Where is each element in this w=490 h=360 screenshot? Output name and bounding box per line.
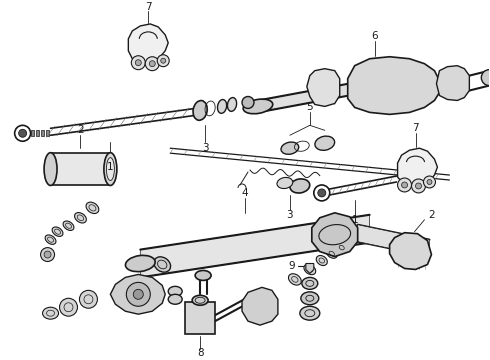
- Polygon shape: [348, 57, 440, 114]
- Polygon shape: [306, 264, 314, 274]
- Circle shape: [149, 61, 155, 67]
- Polygon shape: [258, 69, 429, 112]
- Ellipse shape: [104, 153, 117, 185]
- Circle shape: [318, 189, 326, 197]
- Text: 5: 5: [307, 103, 313, 112]
- Polygon shape: [242, 287, 278, 325]
- Ellipse shape: [154, 257, 171, 272]
- Text: 6: 6: [371, 31, 378, 41]
- Circle shape: [423, 176, 436, 188]
- Circle shape: [401, 182, 408, 188]
- Circle shape: [481, 70, 490, 86]
- Ellipse shape: [45, 235, 56, 244]
- Circle shape: [41, 248, 54, 261]
- Ellipse shape: [300, 306, 320, 320]
- Circle shape: [145, 57, 159, 71]
- Polygon shape: [30, 130, 34, 136]
- Text: 2: 2: [77, 125, 84, 135]
- Ellipse shape: [192, 295, 208, 305]
- Ellipse shape: [193, 100, 207, 120]
- Ellipse shape: [218, 100, 227, 113]
- Text: 3: 3: [287, 210, 293, 220]
- Circle shape: [242, 96, 254, 108]
- Ellipse shape: [43, 307, 58, 319]
- Polygon shape: [128, 24, 168, 63]
- Text: 3: 3: [202, 143, 208, 153]
- Ellipse shape: [44, 153, 57, 185]
- Ellipse shape: [125, 255, 155, 272]
- Ellipse shape: [277, 177, 293, 189]
- Circle shape: [44, 251, 51, 258]
- Ellipse shape: [86, 202, 99, 213]
- Ellipse shape: [74, 212, 86, 223]
- Ellipse shape: [337, 243, 347, 252]
- Polygon shape: [358, 225, 429, 257]
- Circle shape: [161, 58, 166, 63]
- Polygon shape: [437, 66, 469, 100]
- Circle shape: [15, 125, 30, 141]
- Ellipse shape: [63, 221, 74, 230]
- Polygon shape: [307, 69, 340, 107]
- Text: 1: 1: [351, 215, 358, 225]
- Polygon shape: [140, 215, 369, 278]
- Ellipse shape: [195, 270, 211, 280]
- Text: 2: 2: [428, 210, 435, 220]
- Ellipse shape: [281, 142, 299, 154]
- Polygon shape: [50, 153, 110, 185]
- Ellipse shape: [52, 227, 63, 237]
- Circle shape: [416, 183, 421, 189]
- Polygon shape: [110, 274, 165, 314]
- Polygon shape: [185, 302, 215, 334]
- Circle shape: [59, 298, 77, 316]
- Text: 1: 1: [107, 162, 114, 172]
- Circle shape: [133, 289, 143, 299]
- Text: 7: 7: [412, 123, 419, 133]
- Circle shape: [131, 56, 145, 70]
- Ellipse shape: [289, 274, 301, 285]
- Ellipse shape: [302, 278, 318, 289]
- Ellipse shape: [243, 99, 273, 114]
- Circle shape: [135, 60, 141, 66]
- Ellipse shape: [316, 256, 327, 266]
- Text: 9: 9: [289, 261, 295, 271]
- Circle shape: [157, 55, 169, 67]
- Circle shape: [126, 282, 150, 306]
- Polygon shape: [41, 130, 44, 136]
- Polygon shape: [46, 130, 49, 136]
- Polygon shape: [390, 233, 432, 270]
- Circle shape: [427, 180, 432, 184]
- Circle shape: [397, 178, 412, 192]
- Text: 7: 7: [145, 2, 151, 12]
- Polygon shape: [397, 148, 438, 186]
- Circle shape: [19, 129, 26, 137]
- Ellipse shape: [315, 136, 335, 150]
- Polygon shape: [36, 130, 39, 136]
- Text: 4: 4: [242, 188, 248, 198]
- Ellipse shape: [326, 249, 337, 258]
- Ellipse shape: [290, 179, 310, 193]
- Circle shape: [79, 290, 98, 308]
- Circle shape: [412, 179, 425, 193]
- Circle shape: [314, 185, 330, 201]
- Ellipse shape: [301, 292, 319, 305]
- Ellipse shape: [168, 294, 182, 304]
- Text: 8: 8: [197, 348, 203, 358]
- Polygon shape: [312, 213, 358, 257]
- Ellipse shape: [106, 158, 114, 180]
- Ellipse shape: [168, 286, 182, 296]
- Ellipse shape: [227, 98, 237, 111]
- Ellipse shape: [304, 264, 316, 275]
